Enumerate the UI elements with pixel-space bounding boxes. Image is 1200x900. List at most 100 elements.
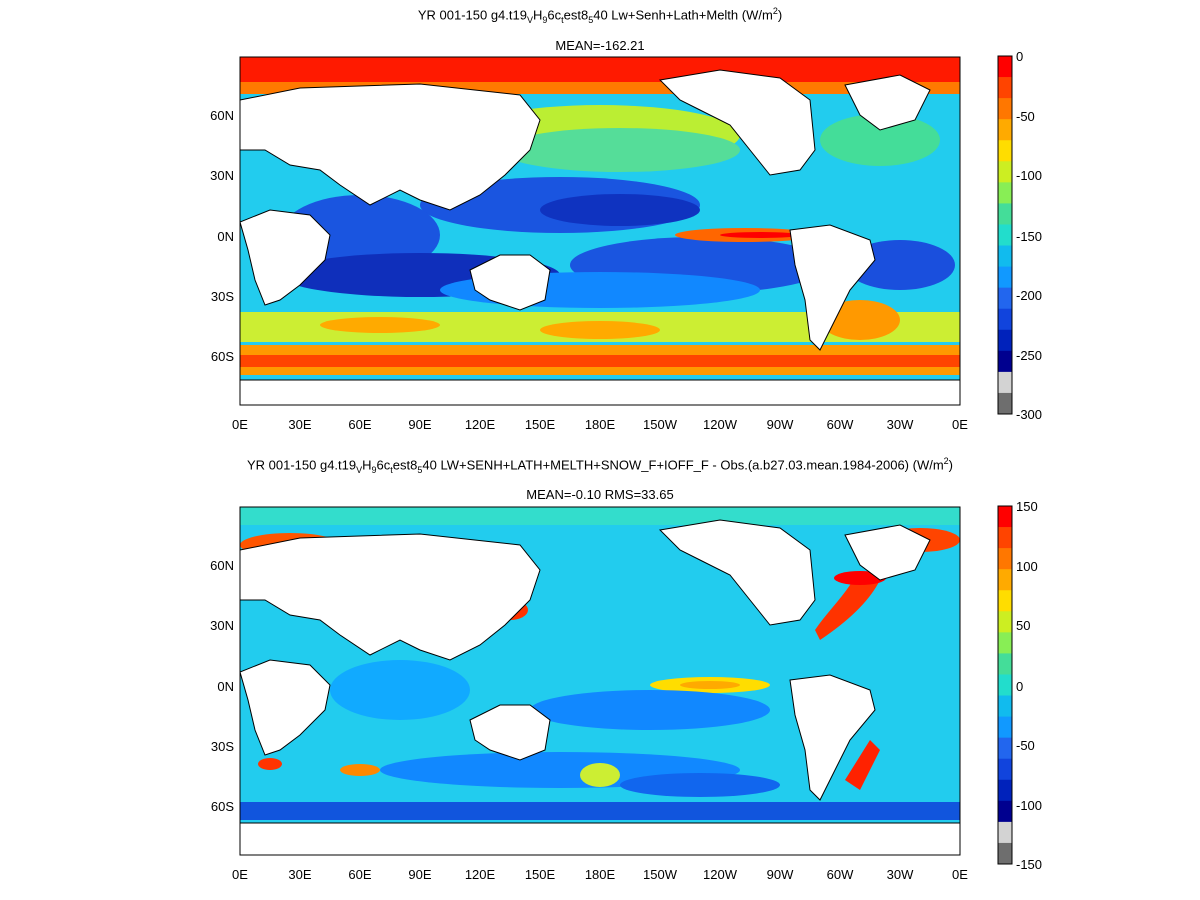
- colorbar-swatch: [998, 737, 1012, 760]
- lat-tick-label: 60S: [211, 799, 234, 814]
- panel2-map-frame: [239, 506, 961, 856]
- colorbar-label: -300: [1016, 407, 1042, 422]
- colorbar-swatch: [998, 266, 1012, 289]
- lon-tick-label: 90E: [408, 867, 431, 882]
- lat-tick-label: 60N: [210, 558, 234, 573]
- colorbar-label: 0: [1016, 49, 1023, 64]
- colorbar-swatch: [998, 350, 1012, 373]
- colorbar-swatch: [998, 674, 1012, 697]
- continents: [240, 519, 960, 855]
- panel1-lat-axis: 60N 30N 0N 30S 60S: [210, 108, 234, 364]
- lat-tick-label: 30N: [210, 618, 234, 633]
- panel2-colorbar-labels: 150 100 50 0 -50 -100 -150: [1016, 499, 1042, 872]
- colorbar-label: -150: [1016, 857, 1042, 872]
- colorbar-label: -50: [1016, 109, 1035, 124]
- lon-tick-label: 120E: [465, 417, 496, 432]
- lon-tick-label: 60E: [348, 867, 371, 882]
- lon-tick-label: 0E: [952, 417, 968, 432]
- colorbar-swatch: [998, 569, 1012, 591]
- colorbar-swatch: [998, 287, 1012, 310]
- colorbar-frame: [997, 505, 1013, 865]
- colorbar-swatch: [998, 119, 1012, 141]
- lon-tick-label: 60E: [348, 417, 371, 432]
- panel2-lat-axis: 60N 30N 0N 30S 60S: [210, 558, 234, 814]
- colorbar-swatch: [998, 527, 1012, 549]
- lon-tick-label: 30W: [887, 867, 914, 882]
- lon-tick-label: 0E: [952, 867, 968, 882]
- lon-tick-label: 60W: [827, 867, 854, 882]
- colorbar-swatch: [998, 329, 1012, 352]
- colorbar-swatch: [998, 224, 1012, 247]
- colorbar-swatch: [998, 758, 1012, 781]
- colorbar-label: 0: [1016, 679, 1023, 694]
- lon-tick-label: 90E: [408, 417, 431, 432]
- lon-tick-label: 120W: [703, 867, 738, 882]
- panel1-colorbar: [997, 55, 1013, 415]
- colorbar-label: -150: [1016, 229, 1042, 244]
- colorbar-label: -100: [1016, 798, 1042, 813]
- panel2-colorbar: [997, 505, 1013, 865]
- colorbar-swatch: [998, 653, 1012, 675]
- colorbar-swatch: [998, 203, 1012, 225]
- continents: [240, 69, 960, 405]
- panel2-stats: MEAN=-0.10 RMS=33.65: [526, 487, 674, 502]
- colorbar-label: 100: [1016, 559, 1038, 574]
- panel1-map-figure: 60N 30N 0N 30S 60S 0E 30E 60E 90E 120E 1…: [210, 49, 1042, 432]
- lon-tick-label: 150E: [525, 417, 556, 432]
- colorbar-swatch: [998, 548, 1012, 570]
- panel2-title: YR 001-150 g4.t19VH96ctest8540 LW+SENH+L…: [246, 456, 954, 475]
- colorbar-swatch: [998, 695, 1012, 718]
- colorbar-label: -200: [1016, 288, 1042, 303]
- colorbar-swatch: [998, 779, 1012, 802]
- colorbar-swatch: [998, 161, 1012, 183]
- lon-tick-label: 90W: [767, 867, 794, 882]
- colorbar-swatch: [998, 98, 1012, 120]
- panel1-title: YR 001-150 g4.t19VH96ctest8540 Lw+Senh+L…: [417, 6, 783, 25]
- colorbar-swatch: [998, 506, 1012, 528]
- panel1-map: [240, 57, 960, 405]
- lon-tick-label: 30E: [288, 867, 311, 882]
- colorbar-label: -250: [1016, 348, 1042, 363]
- panel1-map-frame: [239, 56, 961, 406]
- lat-tick-label: 60N: [210, 108, 234, 123]
- colorbar-label: 150: [1016, 499, 1038, 514]
- panel2-map: [240, 507, 960, 855]
- lon-tick-label: 30W: [887, 417, 914, 432]
- colorbar-label: -100: [1016, 168, 1042, 183]
- panel1-stats: MEAN=-162.21: [555, 38, 645, 53]
- colorbar-swatch: [998, 371, 1012, 394]
- lon-tick-label: 120E: [465, 867, 496, 882]
- lon-tick-label: 150W: [643, 417, 678, 432]
- panel1-colorbar-labels: 0 -50 -100 -150 -200 -250 -300: [1016, 49, 1042, 422]
- colorbar-swatch: [998, 392, 1012, 415]
- colorbar-swatch: [998, 842, 1012, 865]
- lon-tick-label: 0E: [232, 417, 248, 432]
- lon-tick-label: 150W: [643, 867, 678, 882]
- lon-tick-label: 60W: [827, 417, 854, 432]
- lat-tick-label: 0N: [217, 229, 234, 244]
- colorbar-frame: [997, 55, 1013, 415]
- lat-tick-label: 60S: [211, 349, 234, 364]
- panel1-lon-axis: 0E 30E 60E 90E 120E 150E 180E 150W 120W …: [232, 417, 968, 432]
- colorbar-swatch: [998, 77, 1012, 99]
- colorbar-swatch: [998, 140, 1012, 162]
- colorbar-swatch: [998, 182, 1012, 204]
- lon-tick-label: 180E: [585, 867, 616, 882]
- lon-tick-label: 180E: [585, 417, 616, 432]
- colorbar-swatch: [998, 308, 1012, 331]
- lon-tick-label: 150E: [525, 867, 556, 882]
- panel2-map-figure: 60N 30N 0N 30S 60S 0E 30E 60E 90E 120E 1…: [210, 499, 1042, 882]
- lon-tick-label: 0E: [232, 867, 248, 882]
- lat-tick-label: 30N: [210, 168, 234, 183]
- colorbar-swatch: [998, 56, 1012, 78]
- lon-tick-label: 90W: [767, 417, 794, 432]
- colorbar-swatch: [998, 611, 1012, 633]
- colorbar-swatch: [998, 821, 1012, 844]
- colorbar-swatch: [998, 245, 1012, 268]
- panel2-lon-axis: 0E 30E 60E 90E 120E 150E 180E 150W 120W …: [232, 867, 968, 882]
- lat-tick-label: 30S: [211, 739, 234, 754]
- colorbar-swatch: [998, 632, 1012, 654]
- lat-tick-label: 0N: [217, 679, 234, 694]
- lat-tick-label: 30S: [211, 289, 234, 304]
- colorbar-label: 50: [1016, 618, 1030, 633]
